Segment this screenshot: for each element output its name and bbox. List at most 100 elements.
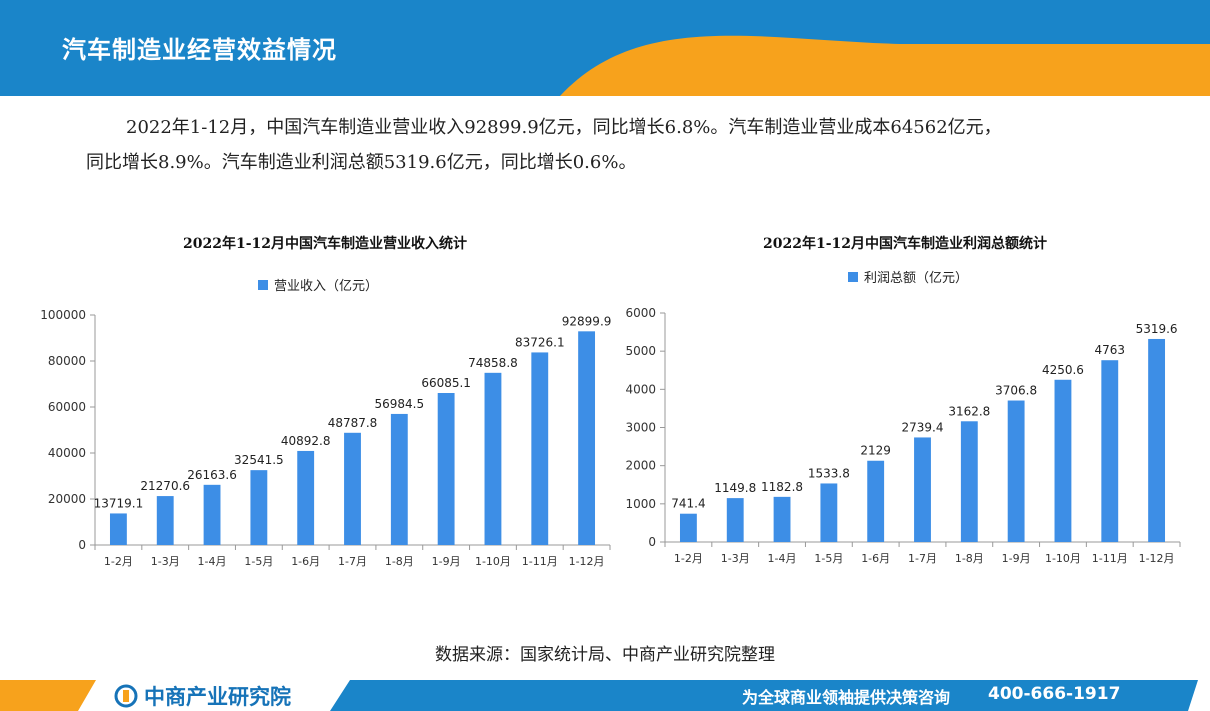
profit-y-tick-label: 2000	[625, 459, 656, 473]
revenue-y-tick-label: 40000	[48, 446, 86, 460]
revenue-data-label: 40892.8	[281, 434, 331, 448]
revenue-x-tick-label: 1-10月	[475, 555, 511, 568]
revenue-bar	[156, 496, 174, 545]
data-source: 数据来源：国家统计局、中商产业研究院整理	[435, 645, 775, 665]
footer-slogan: 为全球商业领袖提供决策咨询	[742, 688, 951, 707]
profit-bar	[914, 437, 931, 542]
profit-y-tick-label: 1000	[625, 497, 656, 511]
profit-chart-legend: 利润总额（亿元）	[848, 267, 968, 286]
revenue-data-label: 21270.6	[140, 479, 190, 493]
page-title: 汽车制造业经营效益情况	[62, 36, 337, 64]
profit-data-label: 4763	[1094, 343, 1125, 357]
profit-y-tick-label: 0	[648, 535, 656, 549]
footer-phone: 400-666-1917	[988, 684, 1121, 704]
profit-chart-title: 2022年1-12月中国汽车制造业利润总额统计	[763, 236, 1047, 252]
footer-left-orange	[0, 680, 96, 711]
revenue-x-tick-label: 1-4月	[198, 555, 227, 568]
profit-bar	[960, 421, 978, 542]
revenue-bar	[437, 393, 455, 545]
profit-x-tick-label: 1-2月	[674, 552, 703, 565]
profit-bar	[1148, 338, 1166, 542]
revenue-bar	[531, 352, 549, 545]
profit-bar	[773, 496, 791, 542]
revenue-x-tick-label: 1-7月	[338, 555, 367, 568]
revenue-chart-legend: 营业收入（亿元）	[258, 275, 378, 294]
brand-logo-icon	[114, 684, 138, 708]
revenue-bar	[578, 331, 596, 545]
revenue-y-tick-label: 20000	[48, 492, 86, 506]
profit-x-tick-label: 1-7月	[908, 552, 937, 565]
profit-y-tick-label: 6000	[625, 306, 656, 320]
profit-x-tick-label: 1-10月	[1045, 552, 1081, 565]
profit-data-label: 1149.8	[714, 481, 756, 495]
revenue-x-tick-label: 1-6月	[291, 555, 320, 568]
revenue-data-label: 66085.1	[421, 376, 471, 390]
revenue-y-tick-label: 80000	[48, 354, 86, 368]
summary-line-1: 2022年1-12月，中国汽车制造业营业收入92899.9亿元，同比增长6.8%…	[126, 117, 1002, 138]
profit-bar	[1007, 400, 1025, 542]
revenue-legend-swatch	[258, 279, 268, 290]
revenue-data-label: 74858.8	[468, 356, 518, 370]
revenue-bar	[297, 450, 315, 545]
summary-text: 2022年1-12月，中国汽车制造业营业收入92899.9亿元，同比增长6.8%…	[86, 110, 1136, 180]
revenue-chart-title: 2022年1-12月中国汽车制造业营业收入统计	[183, 236, 467, 252]
profit-chart: 2022年1-12月中国汽车制造业利润总额统计 利润总额（亿元） 0 1000 20…	[620, 225, 1190, 585]
revenue-bar	[390, 413, 408, 545]
revenue-bar	[250, 470, 268, 545]
profit-data-label: 4250.6	[1042, 363, 1084, 377]
revenue-x-tick-label: 1-5月	[244, 555, 273, 568]
profit-legend-label: 利润总额（亿元）	[864, 271, 969, 286]
profit-x-tick-label: 1-6月	[861, 552, 890, 565]
profit-data-label: 5319.6	[1136, 322, 1178, 336]
revenue-x-tick-label: 1-3月	[151, 555, 180, 568]
profit-legend-swatch	[848, 271, 858, 282]
revenue-bar	[484, 372, 502, 545]
revenue-bar	[203, 484, 221, 545]
profit-data-label: 741.4	[671, 497, 705, 511]
profit-data-label: 2739.4	[902, 420, 944, 434]
revenue-data-label: 48787.8	[328, 416, 378, 430]
profit-x-tick-label: 1-3月	[721, 552, 750, 565]
profit-bar	[726, 498, 744, 542]
profit-bar	[820, 483, 838, 542]
revenue-data-label: 83726.1	[515, 335, 565, 349]
revenue-x-tick-label: 1-2月	[104, 555, 133, 568]
revenue-y-tick-label: 0	[78, 538, 86, 552]
revenue-data-label: 92899.9	[562, 314, 612, 328]
footer-right-blue	[330, 680, 1198, 711]
profit-y-tick-label: 5000	[625, 344, 656, 358]
profit-x-tick-label: 1-4月	[768, 552, 797, 565]
footer-band	[0, 680, 1198, 711]
revenue-x-tick-label: 1-11月	[522, 555, 558, 568]
revenue-y-tick-label: 100000	[40, 308, 86, 322]
revenue-legend-label: 营业收入（亿元）	[274, 279, 379, 294]
revenue-x-tick-label: 1-8月	[385, 555, 414, 568]
profit-data-label: 3162.8	[948, 404, 990, 418]
summary-line-2: 同比增长8.9%。汽车制造业利润总额5319.6亿元，同比增长0.6%。	[86, 152, 637, 173]
profit-x-tick-label: 1-12月	[1139, 552, 1175, 565]
header-orange-wave	[560, 35, 1210, 96]
revenue-data-label: 13719.1	[94, 496, 144, 510]
footer-brand-name: 中商产业研究院	[144, 685, 291, 709]
profit-chart-plot: 0 1000 2000 3000 4000 5000 6000 741.4 1-2月 1149.8…	[625, 306, 1181, 565]
profit-data-label: 1182.8	[761, 480, 803, 494]
revenue-x-tick-label: 1-12月	[569, 555, 605, 568]
revenue-bar	[109, 513, 127, 545]
profit-bar	[679, 513, 697, 542]
profit-data-label: 2129	[860, 444, 891, 458]
footer-logo: 中商产业研究院	[114, 681, 291, 711]
revenue-data-label: 32541.5	[234, 453, 284, 467]
profit-x-tick-label: 1-11月	[1092, 552, 1128, 565]
revenue-chart: 2022年1-12月中国汽车制造业营业收入统计 营业收入（亿元） 0 20000 4…	[30, 225, 620, 585]
revenue-data-label: 26163.6	[187, 468, 237, 482]
revenue-y-tick-label: 60000	[48, 400, 86, 414]
revenue-bar	[344, 432, 361, 545]
profit-bar	[1054, 379, 1072, 542]
revenue-x-tick-label: 1-9月	[432, 555, 461, 568]
revenue-chart-plot: 0 20000 40000 60000 80000 100000 13719.1 1-2月 21…	[40, 308, 612, 568]
revenue-data-label: 56984.5	[375, 397, 425, 411]
profit-x-tick-label: 1-5月	[814, 552, 843, 565]
profit-data-label: 1533.8	[808, 466, 850, 480]
profit-bar	[867, 460, 885, 542]
header-band	[0, 0, 1210, 96]
